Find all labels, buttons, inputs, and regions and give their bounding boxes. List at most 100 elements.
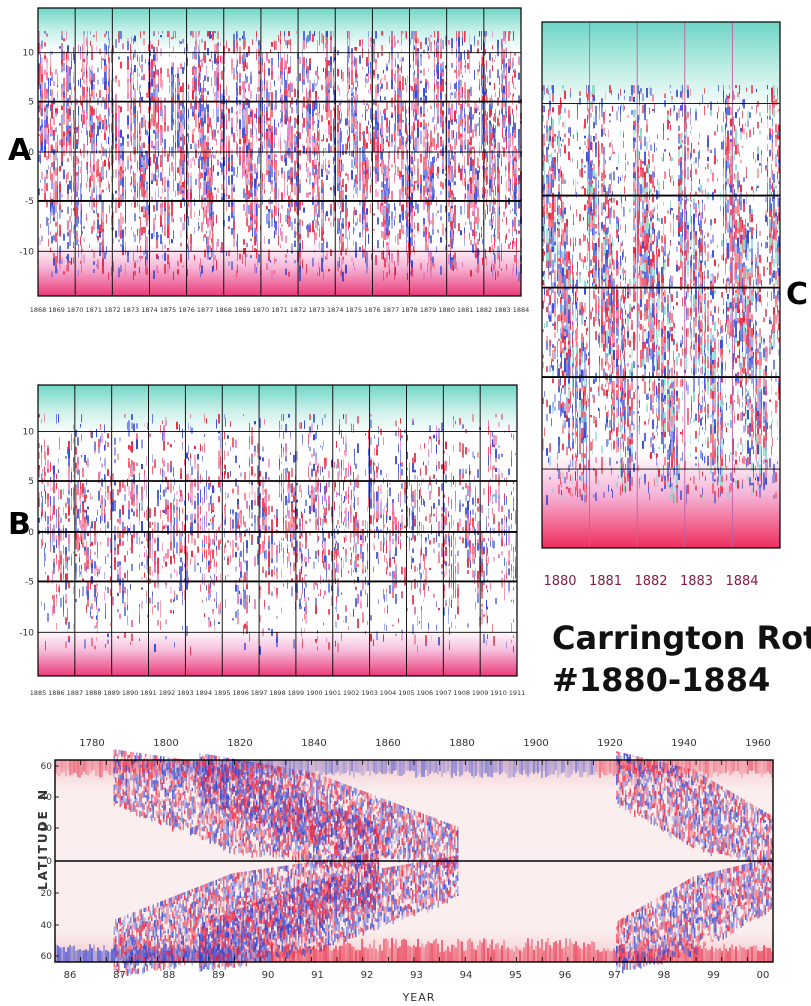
top-axis-label: 1840	[301, 738, 326, 749]
x-tick-label: 1872	[290, 306, 307, 314]
x-tick-label: 1879	[420, 306, 437, 314]
panel-d-hemisphere-label: N	[36, 790, 50, 800]
bottom-axis-label: 98	[658, 970, 671, 981]
x-tick-label: 1878	[401, 306, 418, 314]
bottom-axis-label: 94	[460, 970, 473, 981]
y-tick-label: -10	[19, 628, 34, 638]
x-tick-label: 1909	[472, 689, 489, 697]
x-tick-label: 1895	[214, 689, 231, 697]
panel-d-top-axis-labels: 1780 1800 1820 1840 1860 1880 1900 1920 1940 1960	[79, 738, 770, 749]
x-tick-label: 1906	[417, 689, 434, 697]
x-tick-label: 1880	[543, 574, 576, 589]
top-axis-label: 1800	[153, 738, 178, 749]
x-tick-label: 1885	[30, 689, 47, 697]
y-tick-label: 60	[41, 952, 53, 962]
x-tick-label: 1881	[457, 306, 474, 314]
x-tick-label: 1873	[123, 306, 140, 314]
x-tick-label: 1877	[383, 306, 400, 314]
bottom-axis-label: 92	[361, 970, 374, 981]
x-tick-label: 1905	[398, 689, 415, 697]
x-tick-label: 1902	[343, 689, 360, 697]
bottom-axis-label: 86	[64, 970, 77, 981]
x-tick-label: 1883	[494, 306, 511, 314]
x-tick-label: 1871	[85, 306, 102, 314]
bottom-axis-label: 99	[707, 970, 720, 981]
x-tick-label: 1868	[215, 306, 232, 314]
x-tick-label: 1874	[327, 306, 344, 314]
caption-line-2: #1880-1884	[552, 664, 770, 696]
x-tick-label: 1876	[364, 306, 381, 314]
top-axis-label: 1960	[745, 738, 770, 749]
panel-d-butterfly-diagram: 1780 1800 1820 1840 1860 1880 1900 1920 1940 1960…	[36, 738, 774, 1004]
panel-b-x-tick-labels: 1885 1886 1887 1888 1889 1890 1891 1892 1893 1894…	[30, 689, 526, 697]
panel-d-y-axis-label: LATITUDE	[36, 809, 50, 890]
panel-c-x-tick-labels: 1880 1881 1882 1883 1884	[543, 574, 758, 589]
x-tick-label: 1883	[680, 574, 713, 589]
x-tick-label: 1887	[67, 689, 84, 697]
x-tick-label: 1886	[48, 689, 65, 697]
x-tick-label: 1884	[513, 306, 530, 314]
x-tick-label: 1901	[324, 689, 341, 697]
bottom-axis-label: 87	[113, 970, 126, 981]
bottom-axis-label: 90	[262, 970, 275, 981]
top-axis-label: 1780	[79, 738, 104, 749]
x-tick-label: 1898	[269, 689, 286, 697]
panel-label-b: B	[8, 510, 31, 540]
x-tick-label: 1903	[361, 689, 378, 697]
bottom-axis-label: 96	[559, 970, 572, 981]
top-axis-label: 1820	[227, 738, 252, 749]
x-tick-label: 1876	[178, 306, 195, 314]
x-tick-label: 1907	[435, 689, 452, 697]
x-tick-label: 1893	[177, 689, 194, 697]
x-tick-label: 1874	[141, 306, 158, 314]
top-axis-label: 1940	[671, 738, 696, 749]
x-tick-label: 1904	[380, 689, 397, 697]
x-tick-label: 1872	[104, 306, 121, 314]
top-axis-label: 1880	[449, 738, 474, 749]
y-tick-label: 10	[23, 428, 35, 438]
x-tick-label: 1889	[103, 689, 120, 697]
panel-a-x-tick-labels: 1868 1869 1870 1871 1872 1873 1874 1875 1876 1877…	[30, 306, 530, 314]
bottom-axis-label: 91	[311, 970, 324, 981]
y-tick-label: -10	[19, 247, 34, 257]
x-tick-label: 1882	[634, 574, 667, 589]
x-tick-label: 1899	[288, 689, 305, 697]
bottom-axis-label: 00	[757, 970, 770, 981]
panel-c-heatmap: 1880 1881 1882 1883 1884	[542, 22, 780, 589]
x-tick-label: 1877	[197, 306, 214, 314]
bottom-axis-label: 88	[163, 970, 176, 981]
top-axis-label: 1860	[375, 738, 400, 749]
x-tick-label: 1890	[122, 689, 139, 697]
bottom-axis-label: 97	[608, 970, 621, 981]
y-tick-label: 40	[41, 921, 53, 931]
x-tick-label: 1875	[160, 306, 177, 314]
y-tick-label: 10	[23, 49, 35, 59]
x-tick-label: 1870	[253, 306, 270, 314]
caption-line-1: Carrington Rots.	[552, 622, 811, 654]
y-tick-label: 60	[41, 762, 53, 772]
panel-label-a: A	[8, 136, 31, 166]
x-tick-label: 1894	[196, 689, 213, 697]
x-tick-label: 1900	[306, 689, 323, 697]
x-tick-label: 1880	[438, 306, 455, 314]
x-tick-label: 1892	[159, 689, 176, 697]
x-tick-label: 1870	[67, 306, 84, 314]
bottom-axis-label: 95	[509, 970, 522, 981]
panel-d-bottom-axis-labels: 86 87 88 89 90 91 92 93 94 95 96 97 98 99 00	[64, 970, 770, 981]
x-tick-label: 1871	[271, 306, 288, 314]
x-tick-label: 1896	[232, 689, 249, 697]
x-tick-label: 1881	[589, 574, 622, 589]
x-tick-label: 1910	[490, 689, 507, 697]
x-tick-label: 1891	[140, 689, 157, 697]
x-tick-label: 1884	[725, 574, 758, 589]
x-tick-label: 1911	[509, 689, 526, 697]
x-tick-label: 1908	[453, 689, 470, 697]
top-axis-label: 1900	[523, 738, 548, 749]
top-axis-label: 1920	[597, 738, 622, 749]
x-tick-label: 1897	[251, 689, 268, 697]
x-tick-label: 1875	[346, 306, 363, 314]
x-tick-label: 1869	[48, 306, 65, 314]
